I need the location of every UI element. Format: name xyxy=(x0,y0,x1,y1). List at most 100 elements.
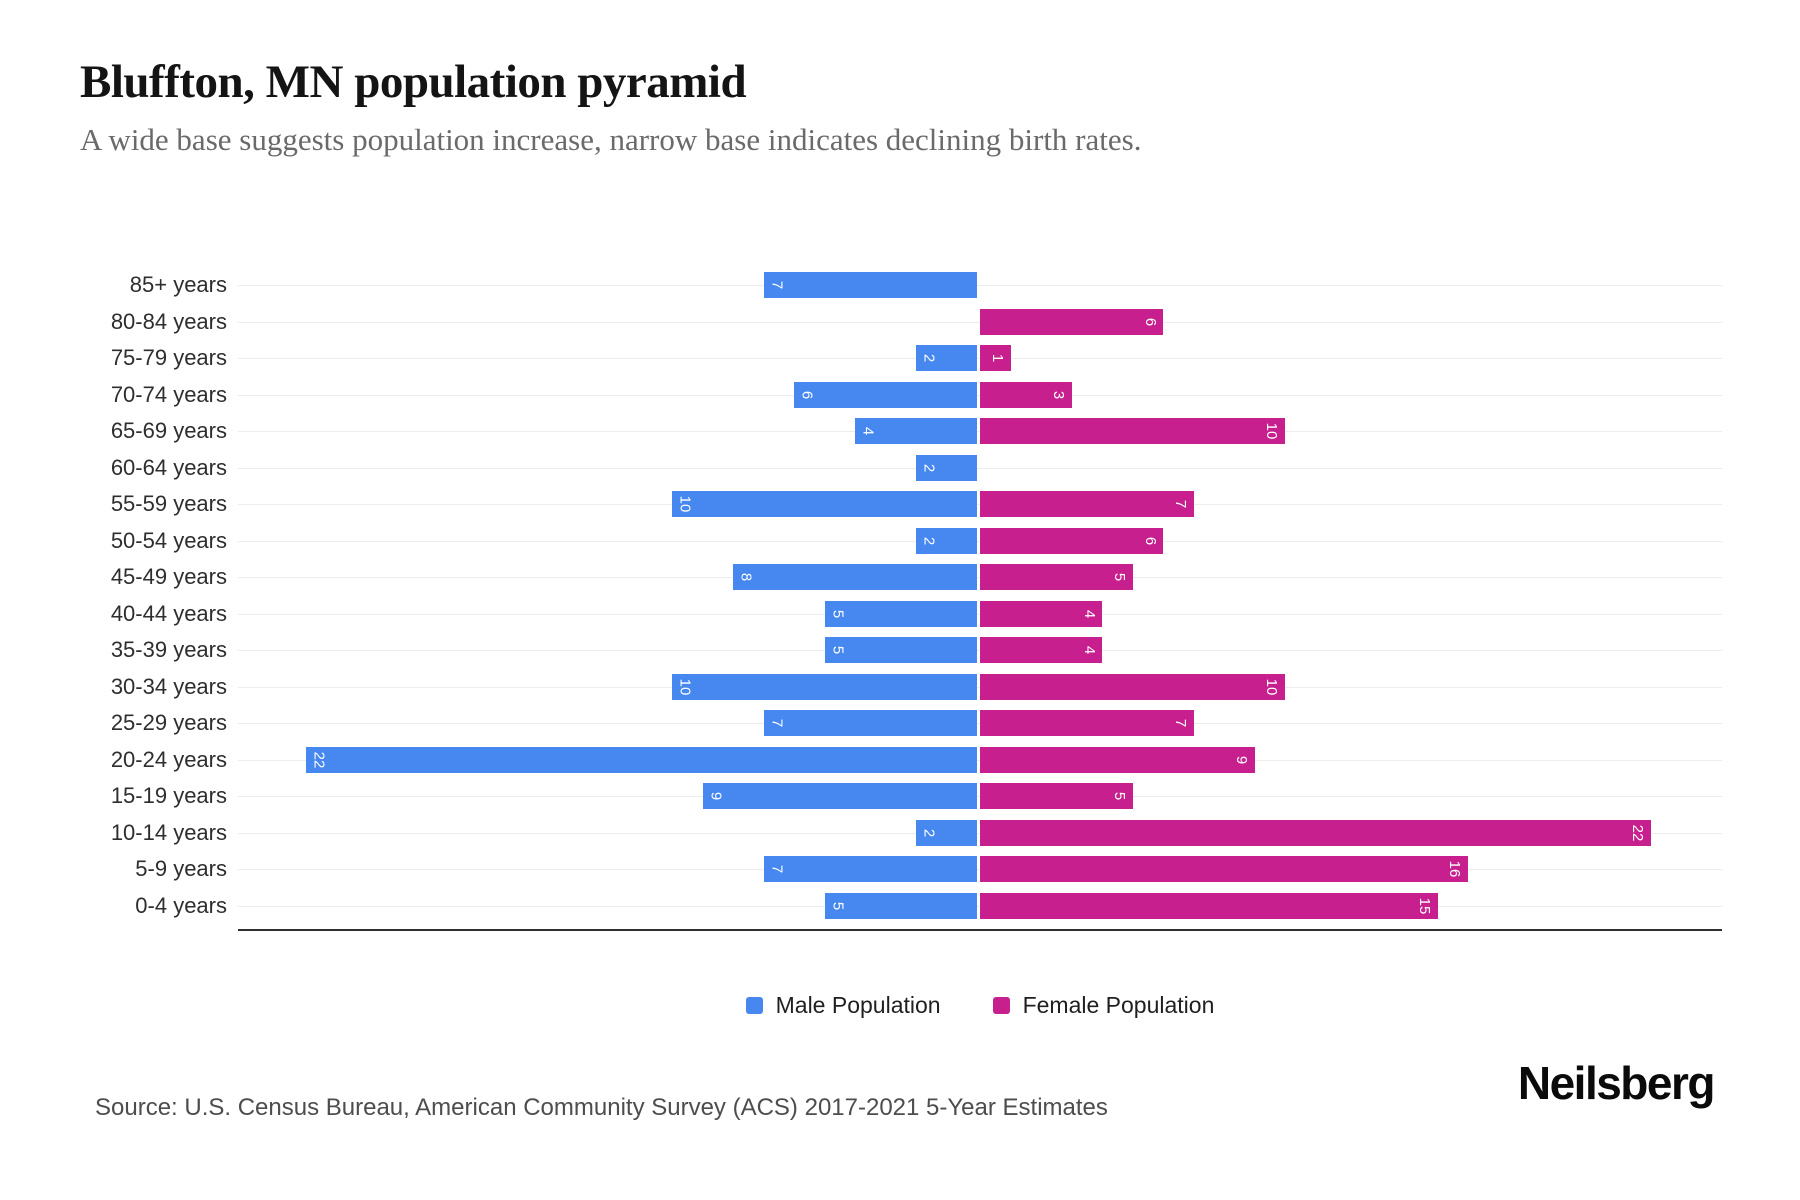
female-bar-value: 4 xyxy=(1080,645,1098,655)
female-bar-value: 4 xyxy=(1080,609,1098,618)
female-legend-label: Female Population xyxy=(1022,992,1215,1018)
male-bar[interactable]: 22 xyxy=(306,746,977,773)
male-legend-label: Male Population xyxy=(775,992,941,1018)
female-bar[interactable]: 1 xyxy=(980,345,1011,371)
age-axis-label: 65-69 years xyxy=(110,418,227,443)
male-bar-value: 6 xyxy=(798,390,816,399)
female-bar[interactable]: 5 xyxy=(980,783,1133,809)
male-bar[interactable]: 7 xyxy=(763,272,977,298)
male-bar-value: 2 xyxy=(920,463,938,472)
female-bar-value: 10 xyxy=(1263,678,1281,695)
female-legend-swatch xyxy=(992,997,1010,1014)
female-bar[interactable]: 5 xyxy=(980,564,1133,590)
female-bar-value: 5 xyxy=(1111,572,1128,582)
male-bar[interactable]: 10 xyxy=(672,673,977,700)
age-axis-label: 55-59 years xyxy=(110,491,227,516)
age-axis-label: 25-29 years xyxy=(110,710,227,735)
male-bar-value: 5 xyxy=(829,645,846,655)
female-bar[interactable]: 6 xyxy=(980,527,1163,554)
female-bar[interactable]: 4 xyxy=(980,637,1102,663)
female-bar[interactable]: 7 xyxy=(980,710,1194,736)
male-bar-value: 10 xyxy=(676,678,694,695)
male-legend-swatch xyxy=(745,997,763,1014)
male-bar-value: 10 xyxy=(676,495,694,513)
age-axis-label: 30-34 years xyxy=(110,673,227,699)
female-bar[interactable]: 3 xyxy=(980,381,1072,408)
gridline xyxy=(238,467,1722,469)
age-axis-label: 85+ years xyxy=(129,272,227,297)
female-bar[interactable]: 4 xyxy=(980,600,1102,627)
male-bar[interactable]: 9 xyxy=(702,783,977,809)
x-axis-line xyxy=(238,929,1722,931)
female-bar-value: 7 xyxy=(1172,718,1189,728)
age-axis-label: 35-39 years xyxy=(110,637,227,662)
female-bar-value: 6 xyxy=(1141,536,1159,545)
female-bar[interactable]: 22 xyxy=(980,819,1651,846)
female-bar[interactable]: 10 xyxy=(980,418,1285,444)
female-bar[interactable]: 6 xyxy=(980,308,1163,335)
male-bar[interactable]: 5 xyxy=(824,637,977,663)
age-axis-label: 70-74 years xyxy=(110,381,227,407)
source-attribution: Source: U.S. Census Bureau, American Com… xyxy=(95,1094,1108,1121)
female-bar-value: 22 xyxy=(1629,824,1647,841)
female-bar[interactable]: 16 xyxy=(980,856,1468,882)
age-axis-label: 20-24 years xyxy=(110,746,227,772)
female-bar[interactable]: 9 xyxy=(980,746,1255,773)
male-bar-value: 7 xyxy=(768,864,785,874)
legend-item-female[interactable]: Female Population xyxy=(992,992,1215,1019)
male-bar[interactable]: 5 xyxy=(824,600,977,627)
age-axis-label: 15-19 years xyxy=(110,783,227,808)
male-bar[interactable]: 2 xyxy=(916,454,977,481)
female-bar-value: 6 xyxy=(1141,317,1159,326)
male-bar[interactable]: 5 xyxy=(824,892,977,919)
gridline xyxy=(238,285,1722,286)
female-bar[interactable]: 10 xyxy=(980,673,1285,700)
age-axis-label: 80-84 years xyxy=(110,308,227,334)
male-bar[interactable]: 7 xyxy=(763,856,977,882)
female-bar-value: 10 xyxy=(1263,422,1281,440)
age-axis-label: 10-14 years xyxy=(110,819,227,845)
male-bar[interactable]: 10 xyxy=(672,491,977,517)
age-axis-label: 75-79 years xyxy=(110,345,227,370)
male-bar[interactable]: 2 xyxy=(916,527,977,554)
male-bar-value: 4 xyxy=(859,426,877,436)
male-bar-value: 7 xyxy=(768,280,785,290)
male-bar-value: 5 xyxy=(829,609,846,618)
age-axis-label: 50-54 years xyxy=(110,527,227,553)
female-bar[interactable]: 15 xyxy=(980,892,1438,919)
female-bar-value: 3 xyxy=(1050,390,1067,399)
male-bar-value: 2 xyxy=(920,536,938,545)
male-bar-value: 2 xyxy=(920,828,938,837)
female-bar-value: 5 xyxy=(1111,791,1128,801)
legend-item-male[interactable]: Male Population xyxy=(745,992,941,1019)
male-bar-value: 2 xyxy=(920,353,938,363)
female-bar-value: 15 xyxy=(1416,897,1433,914)
chart-legend: Male Population Female Population xyxy=(238,992,1722,1019)
male-bar[interactable]: 8 xyxy=(733,564,977,590)
brand-logo[interactable]: Neilsberg xyxy=(1517,1057,1716,1109)
male-bar-value: 7 xyxy=(768,718,785,728)
male-bar[interactable]: 6 xyxy=(794,381,977,408)
male-bar[interactable]: 4 xyxy=(855,418,977,444)
female-bar-value: 7 xyxy=(1172,499,1189,509)
age-axis-label: 45-49 years xyxy=(110,564,227,589)
male-bar[interactable]: 2 xyxy=(916,819,977,846)
male-bar-value: 9 xyxy=(707,791,724,801)
age-axis-label: 40-44 years xyxy=(110,600,227,626)
female-bar[interactable]: 7 xyxy=(980,491,1194,517)
female-bar-value: 16 xyxy=(1446,860,1464,878)
male-bar-value: 8 xyxy=(737,572,755,582)
female-bar-value: 9 xyxy=(1233,755,1250,764)
age-axis-label: 5-9 years xyxy=(135,856,227,881)
male-bar[interactable]: 7 xyxy=(763,710,977,736)
female-bar-value: 1 xyxy=(989,353,1006,363)
age-axis-label: 0-4 years xyxy=(135,892,227,918)
male-bar[interactable]: 2 xyxy=(916,345,977,371)
age-axis-label: 60-64 years xyxy=(110,454,227,480)
male-bar-value: 5 xyxy=(829,901,846,910)
chart-subtitle: A wide base suggests population increase… xyxy=(80,122,1142,157)
chart-title: Bluffton, MN population pyramid xyxy=(80,56,747,108)
male-bar-value: 22 xyxy=(310,751,328,768)
